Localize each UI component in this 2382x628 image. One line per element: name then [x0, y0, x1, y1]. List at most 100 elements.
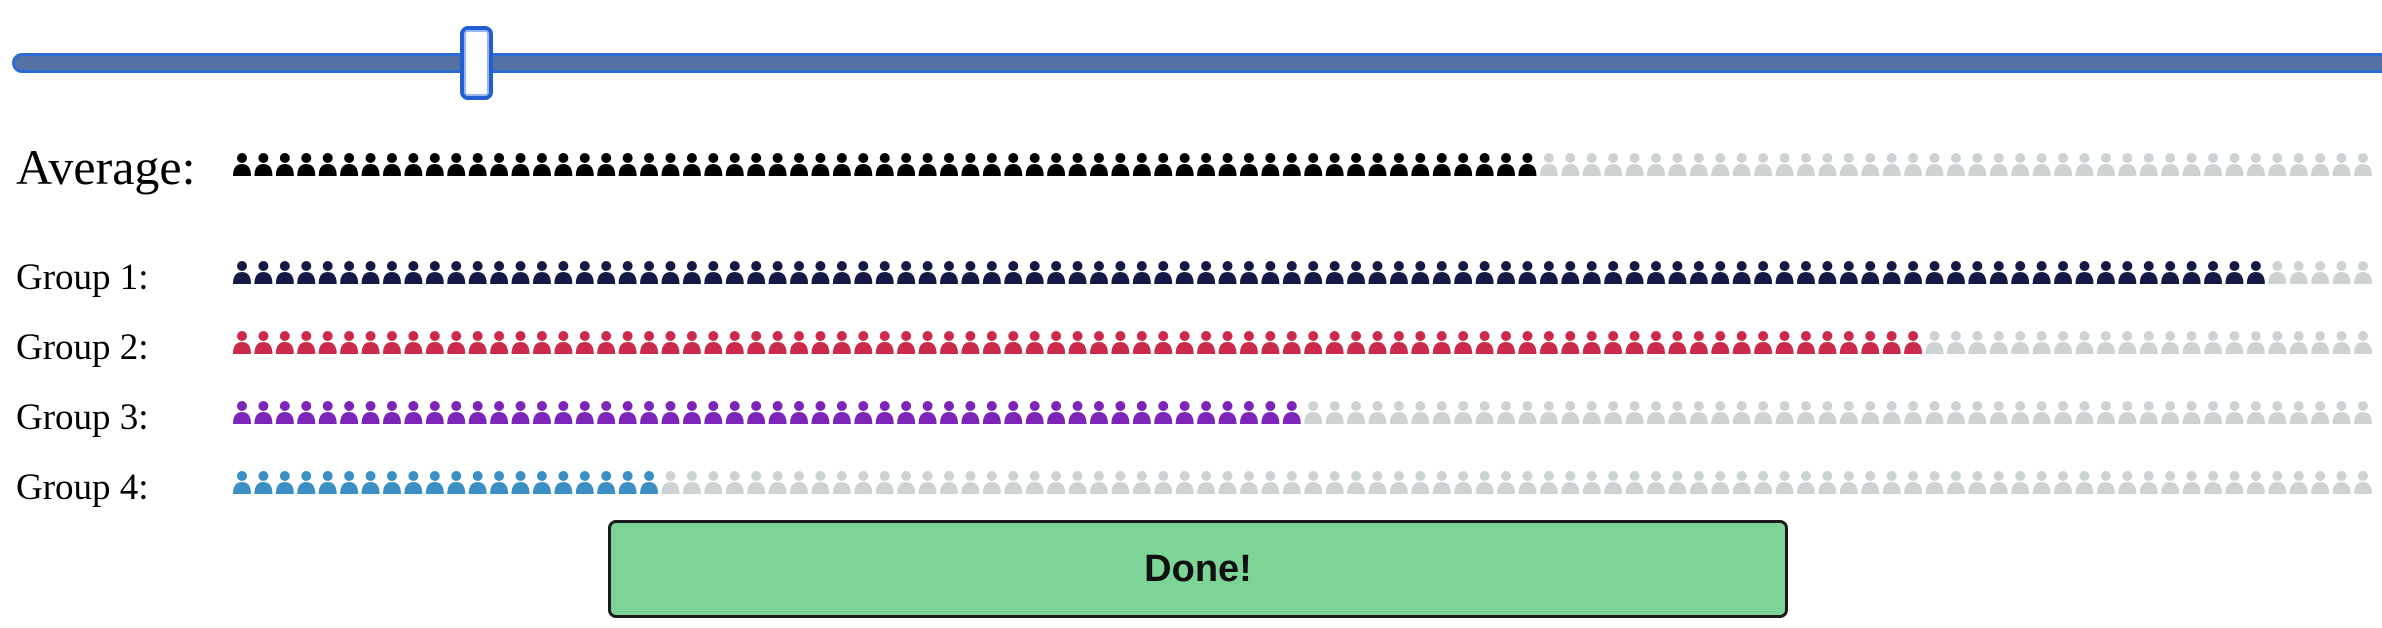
person-icon [2118, 401, 2137, 424]
person-icon [532, 261, 551, 284]
person-icon [725, 153, 744, 176]
person-icon [1925, 471, 1944, 494]
person-icon [1539, 331, 1558, 354]
person-icon [1989, 471, 2008, 494]
person-icon [2011, 331, 2030, 354]
person-icon [982, 261, 1001, 284]
person-icon [1989, 401, 2008, 424]
person-icon [2118, 331, 2137, 354]
person-icon [1282, 261, 1301, 284]
person-icon [640, 261, 659, 284]
person-icon [254, 153, 273, 176]
person-icon [1025, 261, 1044, 284]
group-4-label: Group 4: [16, 467, 149, 508]
person-icon [1389, 153, 1408, 176]
person-icon [382, 153, 401, 176]
person-icon [1582, 471, 1601, 494]
person-icon [618, 153, 637, 176]
person-icon [2054, 331, 2073, 354]
person-icon [1925, 261, 1944, 284]
person-icon [1754, 261, 1773, 284]
person-icon [1325, 401, 1344, 424]
person-icon [768, 153, 787, 176]
person-icon [1004, 331, 1023, 354]
person-icon [704, 153, 723, 176]
person-icon [2246, 401, 2265, 424]
person-icon [275, 331, 294, 354]
person-icon [1068, 153, 1087, 176]
person-icon [2225, 261, 2244, 284]
person-icon [1668, 401, 1687, 424]
person-icon [597, 471, 616, 494]
person-icon [1111, 401, 1130, 424]
person-icon [1518, 331, 1537, 354]
person-icon [1796, 401, 1815, 424]
person-icon [725, 331, 744, 354]
person-icon [1625, 153, 1644, 176]
person-icon [832, 401, 851, 424]
person-icon [2332, 401, 2351, 424]
person-icon [1347, 401, 1366, 424]
person-icon [2075, 153, 2094, 176]
person-icon [425, 471, 444, 494]
person-icon [747, 471, 766, 494]
person-icon [382, 471, 401, 494]
person-icon [554, 471, 573, 494]
average-people-row [233, 153, 2372, 176]
person-icon [2354, 401, 2372, 424]
person-icon [1904, 331, 1923, 354]
person-icon [1989, 153, 2008, 176]
person-icon [2011, 153, 2030, 176]
person-icon [382, 401, 401, 424]
person-icon [554, 401, 573, 424]
person-icon [2311, 261, 2330, 284]
person-icon [340, 471, 359, 494]
person-icon [811, 153, 830, 176]
person-icon [1089, 261, 1108, 284]
person-icon [297, 153, 316, 176]
value-slider[interactable] [12, 24, 2382, 104]
person-icon [1389, 261, 1408, 284]
done-button[interactable]: Done! [608, 520, 1788, 618]
person-icon [1561, 471, 1580, 494]
person-icon [1668, 153, 1687, 176]
slider-track[interactable] [12, 53, 2382, 73]
person-icon [1647, 331, 1665, 354]
person-icon [1775, 261, 1794, 284]
person-icon [2182, 153, 2201, 176]
person-icon [2054, 471, 2073, 494]
person-icon [597, 401, 616, 424]
person-icon [747, 401, 766, 424]
person-icon [233, 401, 251, 424]
person-icon [1561, 401, 1580, 424]
person-icon [1475, 261, 1494, 284]
person-icon [682, 261, 701, 284]
person-icon [2075, 471, 2094, 494]
person-icon [1711, 401, 1730, 424]
person-icon [1047, 331, 1066, 354]
slider-thumb[interactable] [459, 26, 493, 100]
person-icon [2139, 153, 2158, 176]
group-3-people-row [233, 401, 2372, 424]
person-icon [640, 471, 659, 494]
person-icon [1775, 471, 1794, 494]
group-2-label: Group 2: [16, 327, 149, 368]
person-icon [1497, 153, 1516, 176]
person-icon [297, 471, 316, 494]
person-icon [1218, 261, 1237, 284]
person-icon [1775, 331, 1794, 354]
person-icon [1432, 261, 1451, 284]
person-icon [2311, 153, 2330, 176]
person-icon [1625, 261, 1644, 284]
person-icon [940, 471, 958, 494]
person-icon [1882, 261, 1901, 284]
person-icon [1347, 261, 1366, 284]
person-icon [1368, 471, 1387, 494]
average-label: Average: [16, 139, 196, 195]
person-icon [918, 401, 937, 424]
person-icon [1604, 331, 1623, 354]
person-icon [2182, 471, 2201, 494]
person-icon [2354, 261, 2372, 284]
person-icon [1432, 401, 1451, 424]
person-icon [661, 261, 680, 284]
